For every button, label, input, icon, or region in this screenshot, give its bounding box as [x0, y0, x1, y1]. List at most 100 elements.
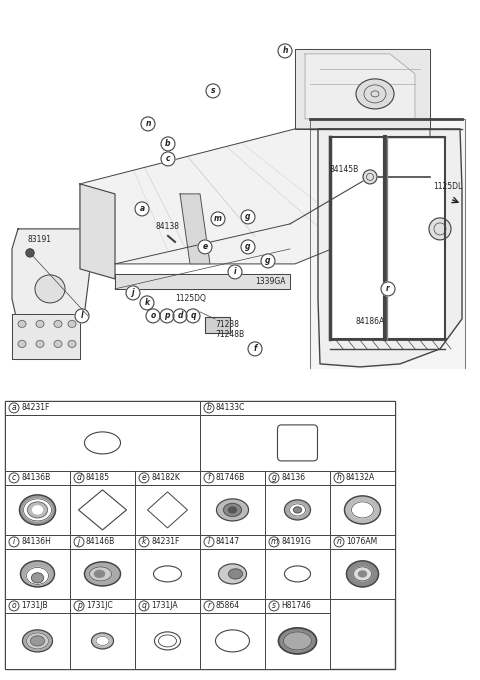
Circle shape [269, 537, 279, 547]
Circle shape [146, 309, 160, 323]
Ellipse shape [27, 502, 48, 518]
Ellipse shape [216, 499, 249, 521]
Ellipse shape [158, 635, 177, 647]
Ellipse shape [228, 569, 242, 579]
Circle shape [9, 537, 19, 547]
Ellipse shape [54, 341, 62, 347]
Bar [200, 485, 265, 535]
Bar [135, 471, 200, 485]
Circle shape [135, 202, 149, 216]
Text: p: p [164, 311, 170, 320]
Text: q: q [190, 311, 196, 320]
Ellipse shape [216, 630, 250, 652]
Circle shape [161, 152, 175, 166]
Polygon shape [310, 119, 465, 369]
Text: m: m [214, 214, 222, 224]
Circle shape [211, 212, 225, 226]
Text: 84147: 84147 [216, 537, 240, 547]
Ellipse shape [359, 571, 367, 577]
Ellipse shape [96, 636, 109, 645]
Text: 84191G: 84191G [281, 537, 311, 547]
Text: n: n [145, 120, 151, 129]
Text: a: a [139, 205, 144, 214]
Bar [330, 471, 395, 485]
Ellipse shape [26, 633, 48, 649]
Ellipse shape [155, 632, 180, 650]
Circle shape [204, 403, 214, 413]
Bar [200, 599, 265, 613]
Circle shape [139, 601, 149, 611]
Ellipse shape [21, 561, 55, 587]
Bar [70, 613, 135, 669]
Bar [330, 535, 395, 549]
Circle shape [186, 309, 200, 323]
Ellipse shape [345, 496, 381, 524]
Ellipse shape [347, 561, 379, 587]
Ellipse shape [26, 567, 48, 584]
Ellipse shape [218, 564, 247, 584]
Bar [135, 485, 200, 535]
Text: 84138: 84138 [155, 222, 179, 231]
Text: s: s [272, 601, 276, 611]
Ellipse shape [284, 632, 312, 650]
Bar [135, 535, 200, 549]
Circle shape [139, 473, 149, 483]
Ellipse shape [84, 562, 120, 586]
Circle shape [173, 309, 187, 323]
Circle shape [381, 282, 395, 296]
Text: 83191: 83191 [28, 235, 52, 244]
Text: 84185: 84185 [86, 473, 110, 482]
Ellipse shape [89, 567, 111, 581]
Text: g: g [245, 212, 251, 222]
Text: o: o [150, 311, 156, 320]
Bar [330, 485, 395, 535]
Circle shape [334, 537, 344, 547]
Bar [5, 613, 70, 669]
Circle shape [139, 537, 149, 547]
Text: 1125DL: 1125DL [433, 182, 462, 191]
Circle shape [269, 601, 279, 611]
Circle shape [9, 473, 19, 483]
Bar [265, 535, 330, 549]
Bar [200, 549, 265, 599]
Ellipse shape [154, 566, 181, 582]
Text: b: b [165, 139, 171, 148]
Text: n: n [336, 537, 341, 547]
Ellipse shape [23, 630, 52, 652]
Circle shape [198, 240, 212, 254]
Bar [200, 471, 265, 485]
Bar [135, 613, 200, 669]
Bar [200, 415, 395, 471]
Bar [70, 471, 135, 485]
Text: H81746: H81746 [281, 601, 311, 611]
Circle shape [241, 240, 255, 254]
Circle shape [74, 473, 84, 483]
Circle shape [74, 537, 84, 547]
Text: q: q [142, 601, 146, 611]
Text: 1339GA: 1339GA [255, 277, 286, 286]
Text: a: a [12, 403, 16, 412]
Ellipse shape [228, 507, 237, 513]
Polygon shape [80, 184, 115, 279]
Text: c: c [166, 154, 170, 163]
Text: 84136B: 84136B [21, 473, 50, 482]
Text: h: h [282, 46, 288, 55]
Circle shape [74, 601, 84, 611]
Circle shape [160, 309, 174, 323]
Bar [5, 401, 395, 669]
Ellipse shape [92, 633, 113, 649]
Bar [70, 535, 135, 549]
Ellipse shape [18, 320, 26, 327]
Ellipse shape [54, 320, 62, 327]
Bar [5, 599, 70, 613]
Text: j: j [132, 288, 134, 297]
Ellipse shape [278, 628, 316, 654]
Text: 85864: 85864 [216, 601, 240, 611]
Circle shape [261, 254, 275, 268]
Text: m: m [270, 537, 278, 547]
Text: f: f [208, 473, 210, 482]
Circle shape [204, 601, 214, 611]
Ellipse shape [36, 341, 44, 347]
Text: 1731JC: 1731JC [86, 601, 113, 611]
Circle shape [228, 265, 242, 279]
